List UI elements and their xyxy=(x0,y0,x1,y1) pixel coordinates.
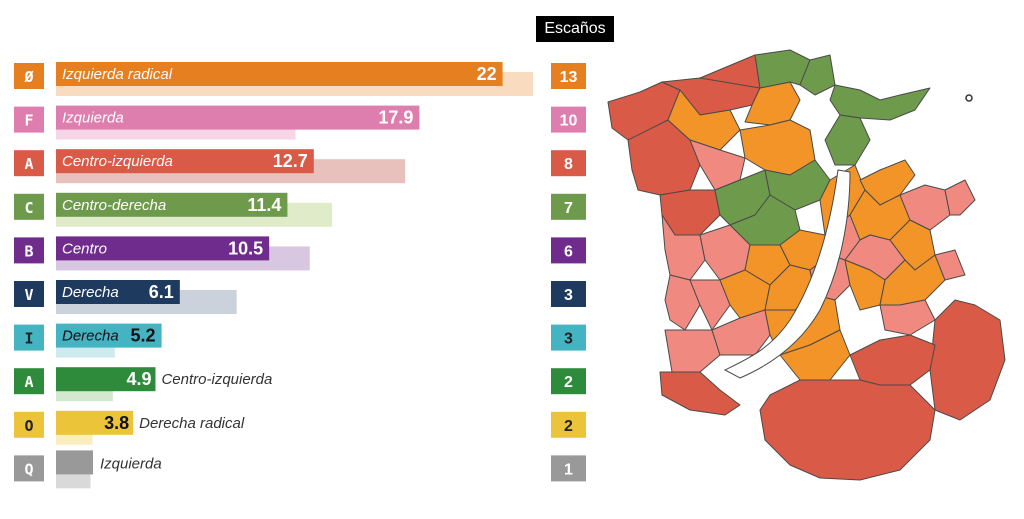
party-name-label: Izquierda xyxy=(100,455,162,472)
map-district xyxy=(659,371,741,416)
party-bar-chart: Ø Izquierda radical 22 13F Izquierda 17.9 10A C… xyxy=(14,62,586,489)
vote-share-label: 4.9 xyxy=(126,369,151,389)
party-name-label: Derecha xyxy=(62,284,119,301)
party-letter-badge xyxy=(14,106,44,133)
current-result-bar xyxy=(56,323,162,348)
current-result-bar xyxy=(56,149,314,174)
seats-value: 2 xyxy=(564,418,573,435)
seats-badge xyxy=(551,63,586,89)
party-name-label: Centro xyxy=(62,240,107,257)
seats-badge xyxy=(551,237,586,264)
seats-badge xyxy=(551,411,586,438)
map-district xyxy=(759,379,936,481)
seats-value: 10 xyxy=(560,113,578,130)
party-name-label: Centro-derecha xyxy=(62,197,166,214)
party-letter: Q xyxy=(24,460,33,478)
seats-value: 7 xyxy=(564,200,573,217)
vote-share-label: 5.2 xyxy=(131,326,156,346)
party-name-label: Centro-izquierda xyxy=(62,153,173,170)
current-result-bar xyxy=(56,410,134,435)
party-letter-badge xyxy=(14,193,44,220)
party-letter-badge xyxy=(14,455,44,482)
map-district xyxy=(689,279,731,331)
vote-share-label: 11.4 xyxy=(247,195,281,215)
seats-value: 13 xyxy=(560,69,578,86)
vote-share-label: 10.5 xyxy=(228,238,263,258)
current-result-bar xyxy=(56,62,503,86)
seats-badge xyxy=(551,281,586,307)
map-island-marker xyxy=(965,94,973,102)
party-name-label: Izquierda xyxy=(62,110,124,127)
party-name-label: Centro-izquierda xyxy=(161,371,272,388)
map-district xyxy=(929,299,1006,421)
party-letter-badge xyxy=(14,281,44,307)
party-letter: B xyxy=(24,242,33,260)
current-result-bar xyxy=(56,450,93,475)
map-district xyxy=(944,179,976,216)
map-district xyxy=(934,249,966,281)
seats-badge xyxy=(551,150,586,177)
party-letter-badge xyxy=(14,368,44,395)
map-district xyxy=(661,214,706,281)
current-result-bar xyxy=(56,236,270,261)
seats-value: 1 xyxy=(564,461,573,478)
map-district xyxy=(667,89,741,151)
party-letter: I xyxy=(24,330,33,348)
seats-badge xyxy=(551,193,586,220)
seats-value: 8 xyxy=(564,156,573,173)
map-regions xyxy=(607,49,1006,481)
map-district xyxy=(664,329,721,373)
party-letter-badge xyxy=(14,63,44,89)
seats-value: 3 xyxy=(564,331,573,348)
party-letter: A xyxy=(24,373,33,391)
seats-badge xyxy=(551,455,586,482)
current-result-bar xyxy=(56,280,180,304)
map-district xyxy=(879,299,936,336)
party-letter: O xyxy=(24,417,33,435)
party-letter-badge xyxy=(14,324,44,351)
seats-badge xyxy=(551,324,586,351)
party-letter: C xyxy=(24,199,33,217)
party-name-label: Derecha xyxy=(62,328,119,345)
harbour-waterway xyxy=(723,169,851,379)
party-letter-badge xyxy=(14,411,44,438)
vote-share-label: 17.9 xyxy=(378,108,413,128)
party-letter-badge xyxy=(14,237,44,264)
seats-badge xyxy=(551,106,586,133)
party-letter: A xyxy=(24,155,33,173)
current-result-bar xyxy=(56,192,288,217)
seats-value: 2 xyxy=(564,374,573,391)
vote-share-label: 22 xyxy=(477,64,497,84)
vote-share-label: 6.1 xyxy=(149,282,174,302)
vote-share-label: 3.8 xyxy=(104,413,129,433)
seats-badge xyxy=(551,368,586,395)
current-result-bar xyxy=(56,105,420,130)
map-district xyxy=(829,84,931,121)
seats-value: 6 xyxy=(564,243,573,260)
party-letter: Ø xyxy=(23,68,33,86)
current-result-bar xyxy=(56,367,156,392)
party-letter: V xyxy=(24,286,33,304)
party-letter-badge xyxy=(14,150,44,177)
seats-value: 3 xyxy=(564,287,573,304)
party-letter: F xyxy=(24,112,33,130)
party-name-label: Izquierda radical xyxy=(62,66,173,83)
seats-header: Escaños xyxy=(536,16,614,42)
vote-share-label: 12.7 xyxy=(273,151,308,171)
map-district xyxy=(849,334,936,386)
district-map xyxy=(607,49,1006,481)
map-district xyxy=(799,54,836,96)
map-district xyxy=(824,114,871,166)
party-name-label: Derecha radical xyxy=(139,415,245,432)
